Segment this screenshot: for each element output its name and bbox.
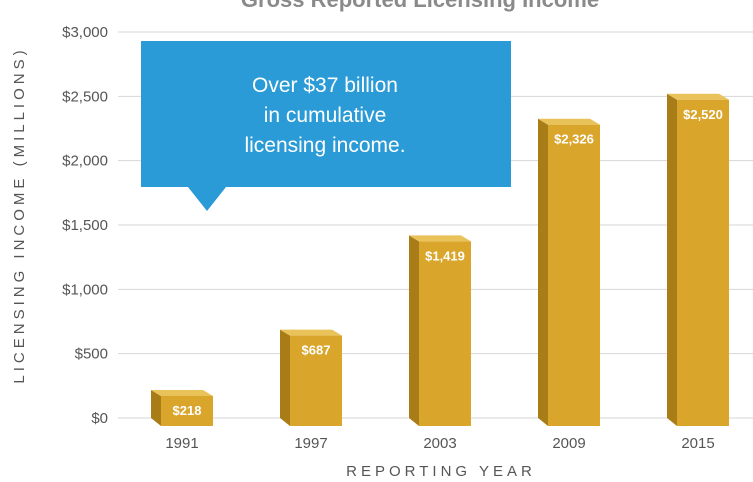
x-tick-labels: 1991 1997 2003 2009 2015 (165, 435, 714, 452)
callout-line-2: in cumulative (264, 104, 387, 127)
x-tick-label: 2009 (552, 435, 585, 452)
data-label: $2,326 (554, 132, 594, 147)
bar (667, 93, 729, 426)
x-tick-label: 1991 (165, 435, 198, 452)
callout-box: Over $37 billion in cumulative licensing… (141, 41, 511, 211)
bar-front (161, 395, 213, 426)
bar-side (667, 93, 677, 426)
bar (151, 389, 213, 426)
bar-top (538, 118, 600, 125)
bar-top (409, 235, 471, 242)
bar-front (290, 335, 342, 426)
bar-side (280, 329, 290, 426)
x-tick-label: 1997 (294, 435, 327, 452)
bar-front (548, 124, 600, 426)
y-tick-labels: $0 $500 $1,000 $1,500 $2,000 $2,500 $3,000 (62, 24, 108, 427)
x-tick-label: 2003 (423, 435, 456, 452)
bar (538, 118, 600, 426)
bar-top (151, 389, 213, 396)
y-axis-label: LICENSING INCOME (MILLIONS) (11, 46, 28, 383)
bar-side (151, 389, 161, 426)
data-label: $2,520 (683, 107, 723, 122)
y-tick-label: $1,000 (62, 281, 108, 298)
callout-line-3: licensing income. (244, 134, 405, 157)
y-tick-label: $1,500 (62, 217, 108, 234)
x-axis-label: REPORTING YEAR (346, 463, 536, 480)
chart-title: Gross Reported Licensing Income (241, 0, 599, 12)
y-tick-label: $2,000 (62, 153, 108, 170)
bar-side (538, 118, 548, 426)
bar-top (280, 329, 342, 336)
data-label: $1,419 (425, 248, 465, 263)
data-label: $687 (302, 343, 331, 358)
y-tick-label: $2,500 (62, 88, 108, 105)
bar-front (677, 99, 729, 426)
bar-side (409, 235, 419, 426)
data-label: $218 (173, 403, 202, 418)
x-tick-label: 2015 (681, 435, 714, 452)
y-tick-label: $3,000 (62, 24, 108, 41)
callout-background (141, 41, 511, 211)
y-tick-label: $500 (75, 346, 108, 363)
callout-line-1: Over $37 billion (252, 74, 398, 97)
bar-top (667, 93, 729, 100)
bar-front (419, 241, 471, 426)
bar (280, 329, 342, 426)
y-tick-label: $0 (91, 410, 108, 427)
bar (409, 235, 471, 426)
bars: $218 $687 $1,419 $2,326 $2,520 (151, 93, 729, 426)
